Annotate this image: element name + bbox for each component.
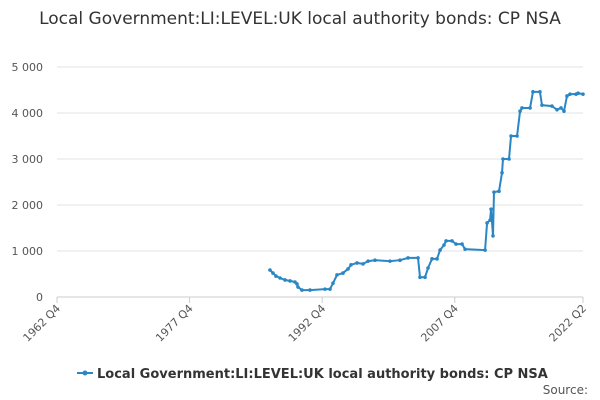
data-point: [366, 259, 370, 263]
data-point: [520, 106, 524, 110]
source: Source:: [543, 383, 588, 397]
data-point: [581, 92, 585, 96]
data-point: [295, 282, 299, 286]
data-point: [438, 248, 442, 252]
data-point: [268, 268, 272, 272]
data-point: [454, 242, 458, 246]
data-point: [361, 262, 365, 266]
data-point: [491, 234, 495, 238]
data-point: [308, 288, 312, 292]
data-point: [423, 275, 427, 280]
data-point: [515, 134, 519, 138]
data-point: [388, 259, 392, 263]
data-point: [328, 287, 332, 291]
data-point: [538, 90, 542, 94]
data-point: [483, 248, 487, 252]
legend-marker: [82, 370, 88, 376]
y-tick-label: 3 000: [12, 153, 44, 166]
data-point: [576, 91, 580, 96]
x-tick-label: 2022 Q2: [547, 302, 590, 345]
data-point: [559, 106, 563, 110]
data-point: [341, 271, 345, 275]
data-point: [531, 90, 535, 94]
data-point: [450, 239, 454, 243]
data-point: [373, 258, 377, 263]
data-point: [349, 263, 353, 267]
chart-title: Local Government:LI:LEVEL:UK local autho…: [39, 9, 561, 29]
data-point: [489, 207, 493, 211]
data-point: [398, 258, 402, 263]
data-point: [416, 256, 420, 260]
y-tick-label: 0: [36, 291, 43, 304]
data-point: [430, 257, 434, 261]
y-tick-label: 5 000: [12, 61, 44, 74]
data-point: [355, 261, 359, 265]
data-point: [565, 94, 569, 98]
data-point: [460, 242, 464, 246]
data-point: [288, 279, 292, 283]
data-point: [274, 274, 278, 278]
data-point: [406, 256, 410, 260]
data-point: [323, 287, 327, 291]
data-point: [540, 103, 544, 107]
data-point: [507, 157, 511, 161]
data-point: [500, 171, 504, 175]
data-point: [528, 106, 532, 110]
data-point: [562, 109, 566, 113]
data-point: [555, 107, 559, 112]
data-point: [331, 281, 335, 286]
data-point: [550, 104, 554, 108]
data-point: [463, 247, 467, 251]
data-point: [346, 267, 350, 271]
data-point: [501, 157, 505, 161]
data-point: [442, 243, 446, 247]
data-point: [444, 239, 448, 243]
legend-label: Local Government:LI:LEVEL:UK local autho…: [97, 367, 548, 382]
x-tick-label: 2007 Q4: [418, 302, 461, 345]
data-point: [497, 189, 501, 193]
x-tick-label: 1962 Q4: [21, 302, 64, 345]
y-tick-label: 4 000: [12, 107, 44, 120]
data-point: [426, 266, 430, 270]
data-point: [296, 285, 300, 289]
data-point: [278, 276, 282, 280]
data-point: [418, 275, 422, 280]
series-line: [269, 90, 584, 292]
data-point: [485, 221, 489, 225]
y-tick-label: 2 000: [12, 199, 44, 212]
data-point: [509, 134, 513, 138]
data-point: [492, 190, 496, 194]
y-tick-label: 1 000: [12, 245, 44, 258]
data-point: [300, 288, 304, 292]
data-point: [488, 218, 492, 222]
data-point: [568, 92, 572, 96]
x-tick-label: 1977 Q4: [153, 302, 196, 345]
data-point: [283, 278, 287, 282]
x-tick-label: 1992 Q4: [286, 302, 329, 345]
data-point: [335, 273, 339, 277]
data-point: [435, 257, 439, 261]
data-point: [518, 109, 522, 113]
data-point: [271, 271, 275, 275]
